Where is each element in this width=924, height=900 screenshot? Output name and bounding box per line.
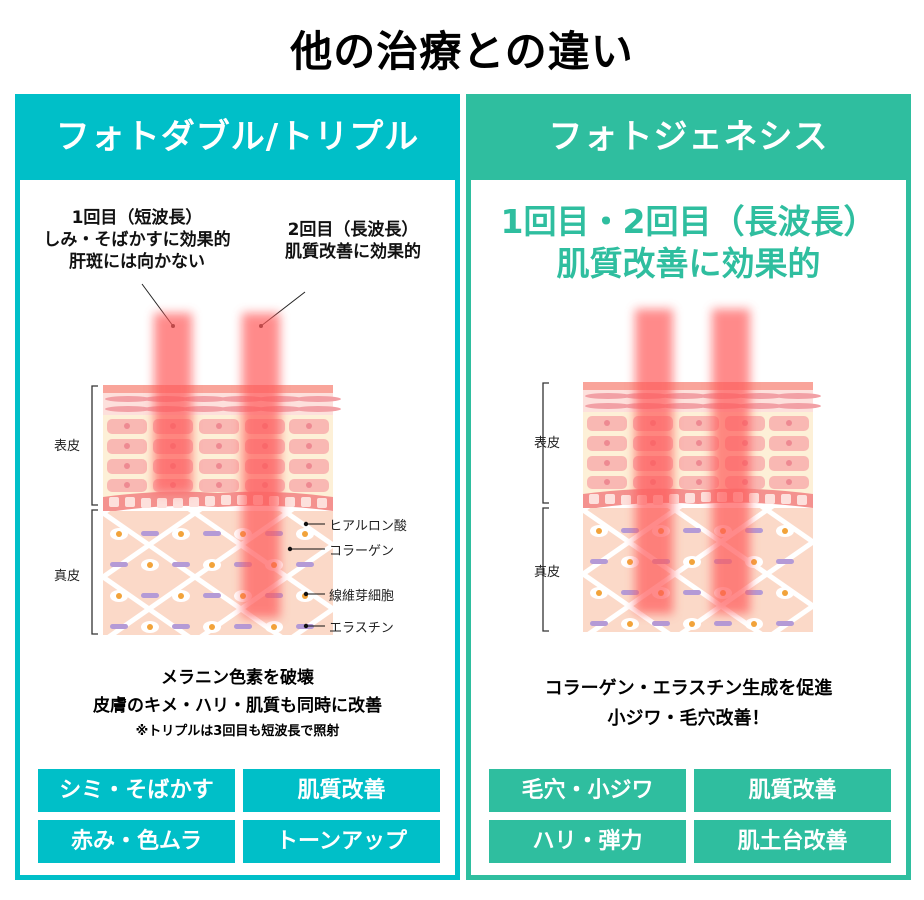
tag-grid-right: 毛穴・小ジワ 肌質改善 ハリ・弾力 肌土台改善 xyxy=(489,769,891,863)
callout-first-shot: 1回目（短波長） しみ・そばかすに効果的 肝斑には向かない xyxy=(42,207,232,273)
tag-skin-foundation: 肌土台改善 xyxy=(694,820,891,863)
summary-left-line1: メラニン色素を破壊 xyxy=(161,668,314,688)
panel-photogenesis: フォトジェネシス 1回目・2回目（長波長） 肌質改善に効果的 xyxy=(466,94,911,880)
panel-header-photogenesis: フォトジェネシス xyxy=(466,94,911,180)
label-dermis: 真皮 xyxy=(54,569,81,584)
tag-pores-fine-wrinkles: 毛穴・小ジワ xyxy=(489,769,686,812)
callout-first-line2: しみ・そばかすに効果的 xyxy=(43,230,231,250)
tag-skin-texture-right: 肌質改善 xyxy=(694,769,891,812)
callout-second-line1: 2回目（長波長） xyxy=(287,220,419,240)
callout-first-line1: 1回目（短波長） xyxy=(71,208,203,228)
tag-spots-freckles: シミ・そばかす xyxy=(38,769,235,812)
laser-beam-short xyxy=(154,313,192,493)
summary-left-note: ※トリプルは3回目も短波長で照射 xyxy=(135,724,340,739)
tag-tone-up: トーンアップ xyxy=(243,820,440,863)
panel-header-photo-double: フォトダブル/トリプル xyxy=(15,94,460,180)
laser-beam-long xyxy=(242,313,280,618)
laser-beam-long-2 xyxy=(712,309,750,614)
label-epidermis: 表皮 xyxy=(54,439,81,454)
skin-diagram-right xyxy=(542,309,821,632)
callout-second-line2: 肌質改善に効果的 xyxy=(285,242,421,262)
summary-left: メラニン色素を破壊 皮膚のキメ・ハリ・肌質も同時に改善 ※トリプルは3回目も短波… xyxy=(20,664,455,744)
laser-beam-long-1 xyxy=(635,309,673,614)
annot-hyaluronic-acid: ヒアルロン酸 xyxy=(329,519,407,534)
callout-first-line3: 肝斑には向かない xyxy=(69,252,205,272)
annot-collagen: コラーゲン xyxy=(329,544,395,559)
label-dermis-right: 真皮 xyxy=(534,565,561,580)
annot-elastin: エラスチン xyxy=(329,621,394,636)
panel-photo-double-triple: フォトダブル/トリプル 1回目（短波長） しみ・そばかすに効果的 肝斑には向かな… xyxy=(15,94,460,880)
headline-right-line2: 肌質改善に効果的 xyxy=(556,244,821,283)
summary-left-line2: 皮膚のキメ・ハリ・肌質も同時に改善 xyxy=(93,696,382,716)
label-epidermis-right: 表皮 xyxy=(534,436,561,451)
summary-right-line1: コラーゲン・エラスチン生成を促進 xyxy=(544,678,833,699)
tag-grid-left: シミ・そばかす 肌質改善 赤み・色ムラ トーンアップ xyxy=(38,769,440,863)
annot-fibroblast: 線維芽細胞 xyxy=(329,589,395,604)
tag-redness: 赤み・色ムラ xyxy=(38,820,235,863)
headline-right: 1回目・2回目（長波長） 肌質改善に効果的 xyxy=(471,201,906,285)
skin-diagram-left xyxy=(91,283,341,635)
summary-right: コラーゲン・エラスチン生成を促進 小ジワ・毛穴改善！ xyxy=(471,674,906,734)
callout-second-shot: 2回目（長波長） 肌質改善に効果的 xyxy=(258,219,448,263)
page-title: 他の治療との違い xyxy=(290,27,634,76)
summary-right-line2: 小ジワ・毛穴改善！ xyxy=(607,708,770,729)
headline-right-line1: 1回目・2回目（長波長） xyxy=(500,202,877,241)
tag-skin-texture: 肌質改善 xyxy=(243,769,440,812)
tag-firmness-elasticity: ハリ・弾力 xyxy=(489,820,686,863)
